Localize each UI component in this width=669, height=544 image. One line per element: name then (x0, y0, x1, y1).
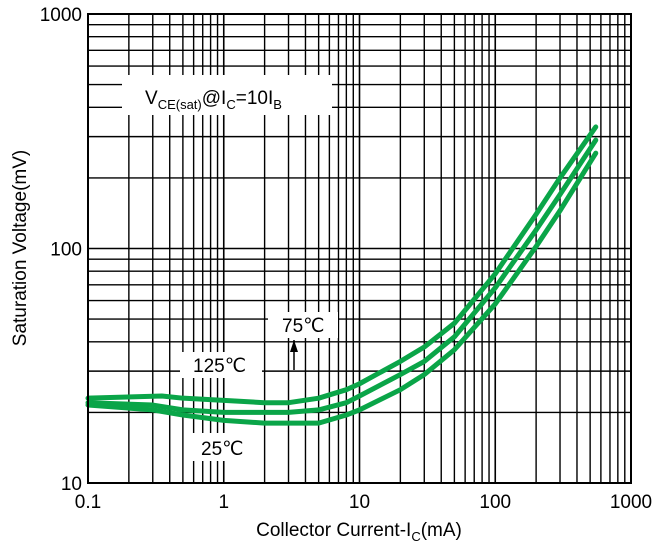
condition-box (122, 75, 332, 115)
series-line-1 (85, 137, 599, 415)
series-label-75: 75℃ (282, 316, 324, 337)
x-tick-label: 1 (218, 492, 229, 513)
y-axis-title: Saturation Voltage(mV) (10, 150, 31, 346)
y-tick-label: 1000 (40, 5, 82, 26)
arrow-75-head (290, 340, 298, 352)
condition-label: VCE(sat)@IC=10IB (145, 88, 282, 112)
x-tick-label: 0.1 (75, 492, 101, 513)
label-box-25 (188, 433, 254, 461)
label-box-75 (268, 312, 338, 338)
label-box-125 (180, 352, 262, 378)
y-tick-label: 100 (50, 240, 82, 261)
x-tick-label: 100 (479, 492, 511, 513)
plot-frame (87, 13, 632, 484)
x-tick-label: 1000 (610, 492, 652, 513)
series-label-125: 125℃ (193, 356, 246, 377)
series-line-2 (85, 150, 599, 426)
x-tick-label: 10 (349, 492, 370, 513)
series-lines (85, 124, 599, 426)
y-tick-label: 10 (61, 474, 82, 495)
x-axis-title: Collector Current-IC(mA) (256, 520, 462, 544)
tick-labels: 0.1 1 10 100 1000 10 100 1000 (40, 5, 652, 513)
series-line-0 (85, 124, 599, 406)
series-label-25: 25℃ (201, 439, 243, 460)
